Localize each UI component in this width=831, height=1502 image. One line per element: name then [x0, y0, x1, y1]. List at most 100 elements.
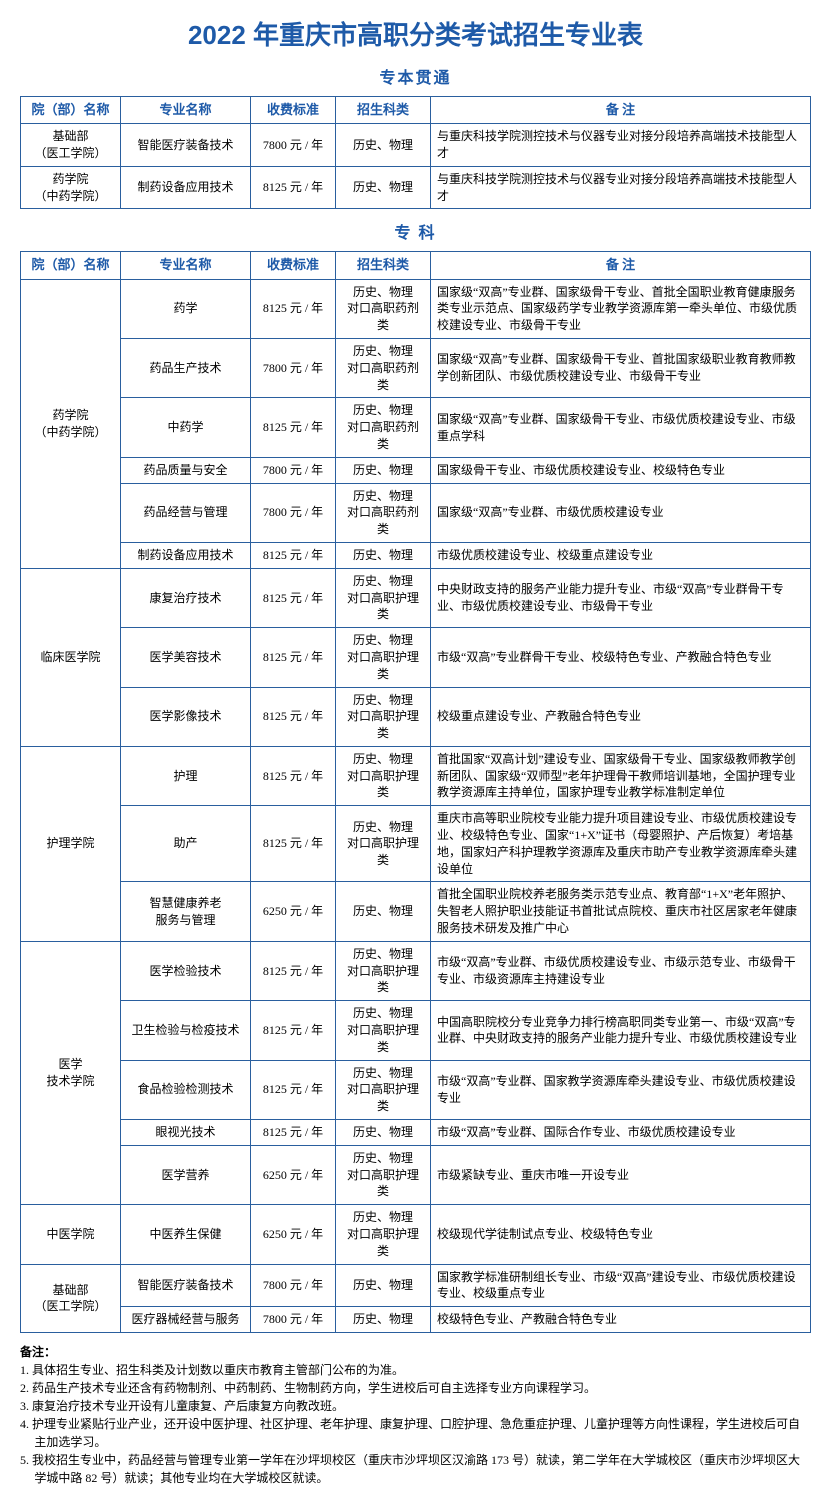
cell-subject: 历史、物理: [336, 457, 431, 483]
cell-major: 药品经营与管理: [121, 483, 251, 542]
cell-fee: 8125 元 / 年: [251, 568, 336, 627]
cell-subject: 历史、物理: [336, 542, 431, 568]
cell-subject: 历史、物理: [336, 1307, 431, 1333]
cell-fee: 6250 元 / 年: [251, 882, 336, 941]
cell-major: 中药学: [121, 398, 251, 457]
cell-note: 国家级“双高”专业群、国家级骨干专业、市级优质校建设专业、市级重点学科: [431, 398, 811, 457]
cell-subject: 历史、物理对口高职护理类: [336, 1001, 431, 1060]
cell-major: 智能医疗装备技术: [121, 1264, 251, 1307]
cell-fee: 8125 元 / 年: [251, 628, 336, 687]
th-dept: 院（部）名称: [21, 97, 121, 124]
cell-dept: 药学院（中药学院）: [21, 166, 121, 209]
cell-dept: 临床医学院: [21, 568, 121, 746]
cell-fee: 8125 元 / 年: [251, 806, 336, 882]
note-item: 4. 护理专业紧贴行业产业，还开设中医护理、社区护理、老年护理、康复护理、口腔护…: [20, 1415, 811, 1451]
cell-note: 首批国家“双高计划”建设专业、国家级骨干专业、国家级教师教学创新团队、国家级“双…: [431, 746, 811, 805]
cell-major: 药品生产技术: [121, 338, 251, 397]
cell-major: 智能医疗装备技术: [121, 124, 251, 167]
cell-fee: 8125 元 / 年: [251, 398, 336, 457]
cell-subject: 历史、物理: [336, 1120, 431, 1146]
cell-note: 市级“双高”专业群、国家教学资源库牵头建设专业、市级优质校建设专业: [431, 1060, 811, 1119]
cell-note: 市级“双高”专业群、市级优质校建设专业、市级示范专业、市级骨干专业、市级资源库主…: [431, 941, 811, 1000]
cell-major: 眼视光技术: [121, 1120, 251, 1146]
cell-subject: 历史、物理: [336, 166, 431, 209]
cell-note: 重庆市高等职业院校专业能力提升项目建设专业、市级优质校建设专业、校级特色专业、国…: [431, 806, 811, 882]
cell-major: 制药设备应用技术: [121, 542, 251, 568]
cell-note: 与重庆科技学院测控技术与仪器专业对接分段培养高端技术技能型人才: [431, 166, 811, 209]
cell-note: 首批全国职业院校养老服务类示范专业点、教育部“1+X”老年照护、失智老人照护职业…: [431, 882, 811, 941]
cell-subject: 历史、物理对口高职药剂类: [336, 338, 431, 397]
cell-subject: 历史、物理对口高职药剂类: [336, 279, 431, 338]
cell-subject: 历史、物理对口高职护理类: [336, 806, 431, 882]
cell-dept: 基础部（医工学院）: [21, 124, 121, 167]
th-subject: 招生科类: [336, 97, 431, 124]
note-item: 1. 具体招生专业、招生科类及计划数以重庆市教育主管部门公布的为准。: [20, 1361, 811, 1379]
cell-major: 助产: [121, 806, 251, 882]
cell-note: 国家级“双高”专业群、市级优质校建设专业: [431, 483, 811, 542]
cell-major: 护理: [121, 746, 251, 805]
cell-fee: 8125 元 / 年: [251, 1060, 336, 1119]
cell-fee: 7800 元 / 年: [251, 338, 336, 397]
cell-fee: 6250 元 / 年: [251, 1145, 336, 1204]
cell-dept: 护理学院: [21, 746, 121, 941]
cell-subject: 历史、物理对口高职药剂类: [336, 483, 431, 542]
cell-subject: 历史、物理对口高职药剂类: [336, 398, 431, 457]
cell-note: 中国高职院校分专业竞争力排行榜高职同类专业第一、市级“双高”专业群、中央财政支持…: [431, 1001, 811, 1060]
cell-major: 医学检验技术: [121, 941, 251, 1000]
th-dept: 院（部）名称: [21, 252, 121, 279]
cell-subject: 历史、物理: [336, 1264, 431, 1307]
cell-fee: 7800 元 / 年: [251, 124, 336, 167]
th-note: 备 注: [431, 97, 811, 124]
table-zhuanke: 院（部）名称 专业名称 收费标准 招生科类 备 注 药学院（中药学院）药学812…: [20, 251, 811, 1333]
cell-subject: 历史、物理对口高职护理类: [336, 1145, 431, 1204]
cell-major: 药学: [121, 279, 251, 338]
th-note: 备 注: [431, 252, 811, 279]
cell-major: 卫生检验与检疫技术: [121, 1001, 251, 1060]
cell-major: 食品检验检测技术: [121, 1060, 251, 1119]
cell-fee: 8125 元 / 年: [251, 542, 336, 568]
cell-fee: 7800 元 / 年: [251, 457, 336, 483]
cell-dept: 中医学院: [21, 1205, 121, 1264]
th-major: 专业名称: [121, 97, 251, 124]
cell-fee: 8125 元 / 年: [251, 941, 336, 1000]
cell-subject: 历史、物理对口高职护理类: [336, 1060, 431, 1119]
th-major: 专业名称: [121, 252, 251, 279]
cell-major: 制药设备应用技术: [121, 166, 251, 209]
th-fee: 收费标准: [251, 97, 336, 124]
cell-note: 市级“双高”专业群、国际合作专业、市级优质校建设专业: [431, 1120, 811, 1146]
section1-title: 专本贯通: [20, 64, 811, 88]
cell-note: 国家级骨干专业、市级优质校建设专业、校级特色专业: [431, 457, 811, 483]
cell-fee: 8125 元 / 年: [251, 687, 336, 746]
notes-title: 备注：: [20, 1345, 56, 1359]
section2-title: 专 科: [20, 219, 811, 243]
cell-major: 医学美容技术: [121, 628, 251, 687]
cell-note: 与重庆科技学院测控技术与仪器专业对接分段培养高端技术技能型人才: [431, 124, 811, 167]
th-subject: 招生科类: [336, 252, 431, 279]
cell-subject: 历史、物理对口高职护理类: [336, 687, 431, 746]
cell-fee: 7800 元 / 年: [251, 1307, 336, 1333]
th-fee: 收费标准: [251, 252, 336, 279]
cell-major: 康复治疗技术: [121, 568, 251, 627]
cell-subject: 历史、物理对口高职护理类: [336, 568, 431, 627]
notes-section: 备注： 1. 具体招生专业、招生科类及计划数以重庆市教育主管部门公布的为准。2.…: [20, 1343, 811, 1487]
note-item: 3. 康复治疗技术专业开设有儿童康复、产后康复方向教改班。: [20, 1397, 811, 1415]
cell-fee: 7800 元 / 年: [251, 483, 336, 542]
cell-subject: 历史、物理: [336, 882, 431, 941]
cell-subject: 历史、物理对口高职护理类: [336, 1205, 431, 1264]
cell-dept: 基础部（医工学院）: [21, 1264, 121, 1332]
cell-fee: 8125 元 / 年: [251, 746, 336, 805]
cell-note: 校级现代学徒制试点专业、校级特色专业: [431, 1205, 811, 1264]
cell-fee: 8125 元 / 年: [251, 1001, 336, 1060]
cell-note: 校级重点建设专业、产教融合特色专业: [431, 687, 811, 746]
cell-note: 市级“双高”专业群骨干专业、校级特色专业、产教融合特色专业: [431, 628, 811, 687]
note-item: 5. 我校招生专业中，药品经营与管理专业第一学年在沙坪坝校区（重庆市沙坪坝区汉渝…: [20, 1451, 811, 1487]
cell-dept: 医学技术学院: [21, 941, 121, 1204]
cell-note: 国家教学标准研制组长专业、市级“双高”建设专业、市级优质校建设专业、校级重点专业: [431, 1264, 811, 1307]
cell-note: 校级特色专业、产教融合特色专业: [431, 1307, 811, 1333]
cell-major: 中医养生保健: [121, 1205, 251, 1264]
cell-subject: 历史、物理对口高职护理类: [336, 628, 431, 687]
cell-major: 药品质量与安全: [121, 457, 251, 483]
cell-fee: 8125 元 / 年: [251, 166, 336, 209]
cell-subject: 历史、物理对口高职护理类: [336, 746, 431, 805]
cell-major: 智慧健康养老服务与管理: [121, 882, 251, 941]
